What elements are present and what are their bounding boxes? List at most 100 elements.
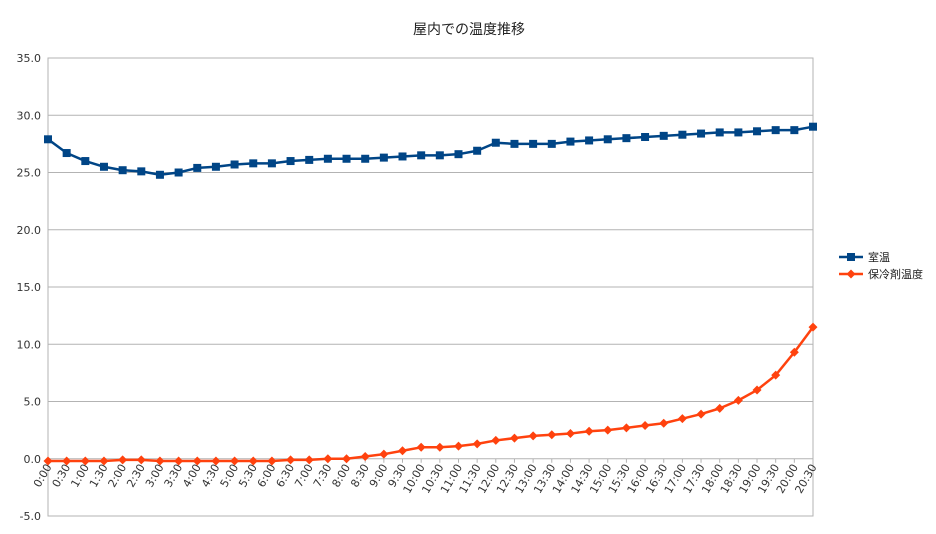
data-point bbox=[342, 454, 352, 464]
y-tick-label: 25.0 bbox=[17, 167, 42, 180]
legend-marker bbox=[847, 253, 855, 261]
data-point bbox=[211, 162, 220, 171]
data-point bbox=[379, 153, 388, 162]
data-point bbox=[473, 146, 482, 155]
data-point bbox=[305, 155, 314, 164]
series-1 bbox=[44, 122, 817, 179]
data-point bbox=[267, 159, 276, 168]
plot-area bbox=[47, 57, 814, 517]
data-point bbox=[696, 409, 706, 419]
data-point bbox=[360, 451, 370, 461]
data-point bbox=[267, 456, 277, 466]
data-point bbox=[62, 456, 72, 466]
y-tick-label: 35.0 bbox=[17, 52, 42, 65]
y-tick-label: 30.0 bbox=[17, 109, 42, 122]
data-point bbox=[323, 154, 332, 163]
x-tick-label: 3:30 bbox=[162, 462, 186, 490]
data-point bbox=[547, 430, 557, 440]
x-tick-label: 8:00 bbox=[330, 462, 354, 490]
x-tick-label: 7:00 bbox=[292, 462, 316, 490]
data-point bbox=[808, 322, 818, 332]
data-point bbox=[136, 455, 146, 465]
data-point bbox=[342, 154, 351, 163]
data-point bbox=[248, 456, 258, 466]
data-point bbox=[809, 122, 817, 131]
x-tick-label: 0:00 bbox=[31, 462, 55, 490]
data-point bbox=[137, 167, 146, 176]
y-tick-label: 15.0 bbox=[17, 281, 42, 294]
y-tick-label: -5.0 bbox=[20, 510, 41, 523]
data-point bbox=[753, 127, 762, 136]
data-point bbox=[286, 157, 295, 166]
data-point bbox=[118, 166, 127, 175]
x-tick-label: 4:00 bbox=[180, 462, 204, 490]
data-point bbox=[659, 131, 668, 140]
data-point bbox=[155, 170, 164, 179]
data-point bbox=[528, 431, 538, 441]
data-point bbox=[62, 149, 71, 158]
data-point bbox=[99, 162, 108, 171]
y-tick-label: 10.0 bbox=[17, 338, 42, 351]
legend-item: 保冷剤温度 bbox=[839, 267, 923, 281]
data-point bbox=[491, 435, 501, 445]
data-point bbox=[323, 454, 333, 464]
data-point bbox=[230, 160, 239, 169]
data-point bbox=[678, 130, 687, 139]
data-point bbox=[752, 385, 762, 395]
data-point bbox=[230, 456, 240, 466]
data-point bbox=[379, 449, 389, 459]
y-tick-label: 0.0 bbox=[24, 453, 42, 466]
x-tick-label: 1:30 bbox=[87, 462, 111, 490]
x-tick-label: 3:00 bbox=[143, 462, 167, 490]
data-point bbox=[43, 456, 53, 466]
x-tick-label: 5:00 bbox=[218, 462, 242, 490]
data-point bbox=[585, 136, 594, 145]
data-point bbox=[790, 126, 799, 135]
data-point bbox=[659, 418, 669, 428]
data-point bbox=[510, 139, 519, 148]
series-line bbox=[48, 326, 815, 463]
legend-marker bbox=[846, 269, 856, 279]
data-point bbox=[734, 128, 743, 137]
legend-item: 室温 bbox=[839, 250, 890, 264]
data-point bbox=[81, 157, 90, 166]
y-axis: -5.0 0.0 5.0 10.0 15.0 20.0 25.0 30.0 35.0 bbox=[17, 52, 42, 523]
data-point bbox=[529, 139, 538, 148]
data-point bbox=[621, 423, 631, 433]
data-point bbox=[565, 429, 575, 439]
data-point bbox=[174, 168, 183, 177]
y-tick-label: 20.0 bbox=[17, 224, 42, 237]
data-point bbox=[622, 134, 631, 143]
series-layer bbox=[43, 122, 818, 466]
data-point bbox=[174, 456, 184, 466]
x-tick-label: 8:30 bbox=[348, 462, 372, 490]
data-point bbox=[472, 439, 482, 449]
data-point bbox=[771, 126, 780, 135]
data-point bbox=[361, 154, 370, 163]
series-2 bbox=[43, 322, 818, 466]
y-tick-label: 5.0 bbox=[24, 396, 42, 409]
data-point bbox=[398, 152, 407, 161]
x-tick-label: 6:00 bbox=[255, 462, 279, 490]
data-point bbox=[566, 137, 575, 146]
data-point bbox=[417, 151, 426, 160]
x-tick-label: 4:30 bbox=[199, 462, 223, 490]
data-point bbox=[491, 138, 500, 147]
legend-label: 保冷剤温度 bbox=[868, 267, 923, 281]
data-point bbox=[603, 425, 613, 435]
data-point bbox=[155, 456, 165, 466]
data-point bbox=[603, 135, 612, 144]
x-tick-label: 9:00 bbox=[367, 462, 391, 490]
x-axis: 0:000:301:001:302:002:303:003:304:004:30… bbox=[31, 458, 820, 496]
x-tick-label: 2:30 bbox=[124, 462, 148, 490]
x-tick-label: 1:00 bbox=[68, 462, 92, 490]
data-point bbox=[771, 370, 781, 380]
data-point bbox=[44, 135, 52, 144]
data-point bbox=[118, 455, 128, 465]
data-point bbox=[193, 163, 202, 172]
data-point bbox=[641, 133, 650, 142]
data-point bbox=[416, 442, 426, 452]
data-point bbox=[715, 128, 724, 137]
